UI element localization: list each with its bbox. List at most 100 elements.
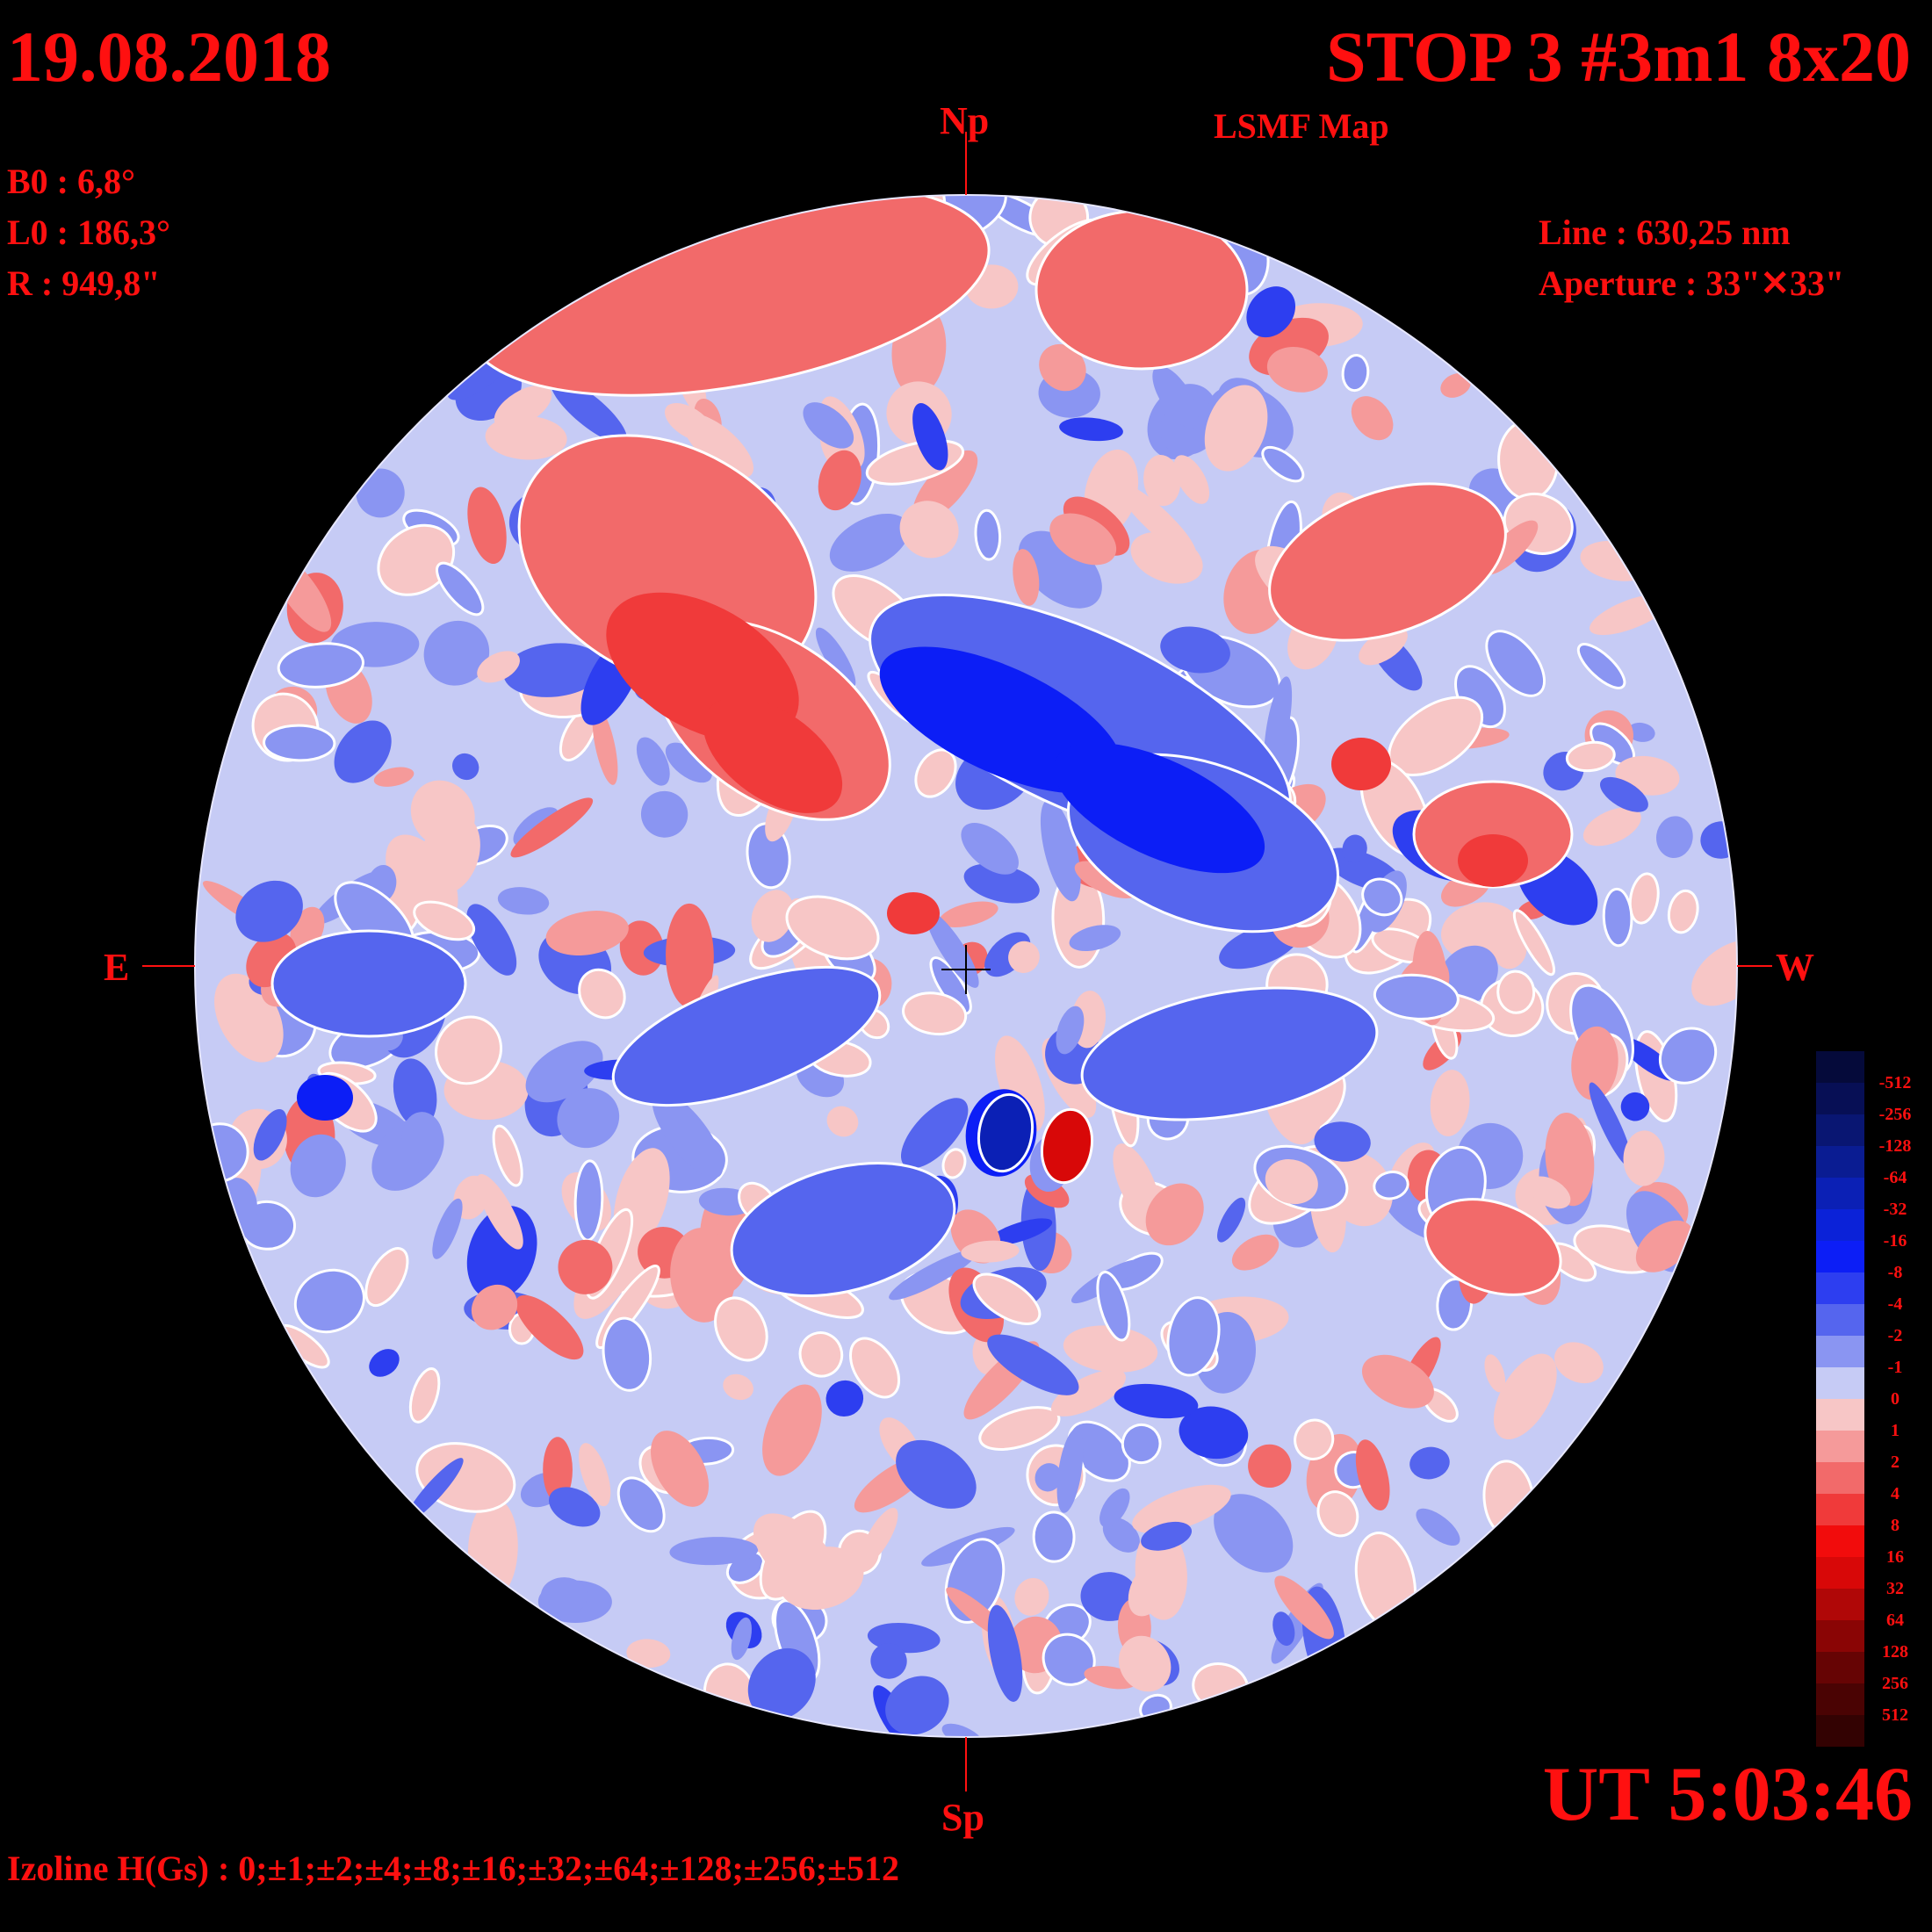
field-patch <box>1512 909 1556 977</box>
scale-swatch <box>1816 1589 1864 1620</box>
field-patch <box>611 965 882 1107</box>
solar-parameters: B0 : 6,8° L0 : 186,3° R : 949,8" <box>7 156 170 309</box>
field-patch <box>747 1647 816 1720</box>
field-patch <box>1602 887 1633 948</box>
field-patch <box>714 1296 768 1362</box>
field-patch <box>1274 1575 1334 1640</box>
field-patch <box>1440 902 1520 962</box>
instrument-info: Line : 630,25 nm Aperture : 33"✕33" <box>1539 207 1844 309</box>
field-patch <box>1373 973 1460 1020</box>
field-patch <box>803 402 854 449</box>
field-patch <box>1152 365 1199 429</box>
scale-swatch <box>1816 1304 1864 1336</box>
field-patch <box>1623 1130 1665 1186</box>
field-patch <box>1342 834 1367 863</box>
field-patch <box>1691 940 1737 1006</box>
field-patch <box>364 1247 409 1308</box>
magnetic-field-map <box>195 195 1737 1737</box>
field-patch <box>1589 1082 1633 1168</box>
field-patch <box>1179 1406 1249 1460</box>
field-patch <box>1248 1444 1292 1489</box>
field-patch <box>1063 1325 1158 1373</box>
field-patch <box>1141 1521 1193 1551</box>
field-patch <box>1265 1159 1318 1205</box>
field-patch <box>1049 513 1117 566</box>
field-patch <box>1113 1143 1161 1225</box>
field-patch <box>861 1507 898 1564</box>
field-patch <box>1314 1121 1371 1162</box>
field-patch <box>253 1108 287 1161</box>
field-patch <box>1341 353 1370 393</box>
field-patch <box>889 1250 977 1301</box>
field-patch <box>1409 1446 1450 1480</box>
field-patch <box>492 1124 523 1187</box>
field-patch <box>510 797 594 858</box>
field-patch <box>1493 1353 1557 1440</box>
scale-label: -32 <box>1883 1200 1907 1219</box>
field-patch <box>896 1439 977 1509</box>
map-subtitle: LSMF Map <box>1214 106 1389 146</box>
field-patch <box>1576 643 1626 689</box>
scale-swatch <box>1816 1557 1864 1589</box>
field-patch <box>818 450 861 511</box>
field-patch <box>887 892 940 934</box>
line-value: Line : 630,25 nm <box>1539 213 1791 252</box>
field-patch <box>1571 1026 1618 1100</box>
west-label: W <box>1776 946 1814 989</box>
field-patch <box>293 1268 365 1334</box>
field-patch <box>579 1443 611 1507</box>
field-patch <box>912 403 948 471</box>
field-patch <box>410 780 475 847</box>
field-patch <box>785 895 880 961</box>
field-patch <box>436 561 485 616</box>
field-patch <box>1582 807 1641 847</box>
field-patch <box>270 929 467 1038</box>
field-patch <box>941 1148 967 1179</box>
field-patch <box>401 1112 443 1164</box>
field-patch <box>1424 1198 1562 1296</box>
field-patch <box>899 501 959 559</box>
field-patch <box>549 1487 601 1527</box>
scale-label: -256 <box>1878 1105 1912 1124</box>
field-patch <box>1166 1296 1221 1377</box>
field-patch <box>762 1384 822 1476</box>
field-patch <box>825 1380 864 1417</box>
field-patch <box>466 904 517 976</box>
field-patch <box>1355 1439 1390 1510</box>
field-patch <box>730 1161 956 1298</box>
observation-title: STOP 3 #3m1 8x20 <box>1326 17 1911 97</box>
field-patch <box>972 1272 1042 1325</box>
field-patch <box>290 1134 346 1198</box>
field-patch <box>543 1437 573 1503</box>
field-patch <box>297 1075 353 1121</box>
field-patch <box>914 748 957 798</box>
color-scale-labels: -512 -256 -128 -64 -32 -16 -8 -4 -2 -1 0 1 2 4 8 16 32 64… <box>1869 1067 1921 1731</box>
scale-swatch <box>1816 1683 1864 1715</box>
field-patch <box>1496 970 1536 1014</box>
field-patch <box>1121 1423 1162 1465</box>
scale-swatch <box>1816 1620 1864 1652</box>
field-patch <box>682 414 754 479</box>
scale-label: 4 <box>1891 1484 1900 1503</box>
field-patch <box>826 1106 859 1137</box>
field-patch <box>1132 1484 1231 1534</box>
izoline-legend: Izoline H(Gs) : 0;±1;±2;±4;±8;±16;±32;±6… <box>7 1849 900 1888</box>
field-patch <box>277 642 364 688</box>
scale-label: -16 <box>1883 1231 1907 1251</box>
field-patch <box>334 720 392 783</box>
scale-swatch <box>1816 1525 1864 1557</box>
field-patch <box>978 1406 1061 1451</box>
field-patch <box>798 1331 844 1378</box>
field-patch <box>1034 209 1249 371</box>
east-label: E <box>104 946 130 989</box>
field-patch <box>1261 445 1305 483</box>
field-patch <box>1053 742 1265 874</box>
field-patch <box>558 1239 613 1294</box>
scale-label: 32 <box>1886 1579 1904 1598</box>
field-patch <box>1294 1418 1335 1460</box>
field-patch <box>1361 877 1403 917</box>
scale-swatch <box>1816 1462 1864 1494</box>
field-patch <box>995 1035 1045 1133</box>
field-patch <box>849 1337 901 1399</box>
scale-swatch <box>1816 1431 1864 1462</box>
